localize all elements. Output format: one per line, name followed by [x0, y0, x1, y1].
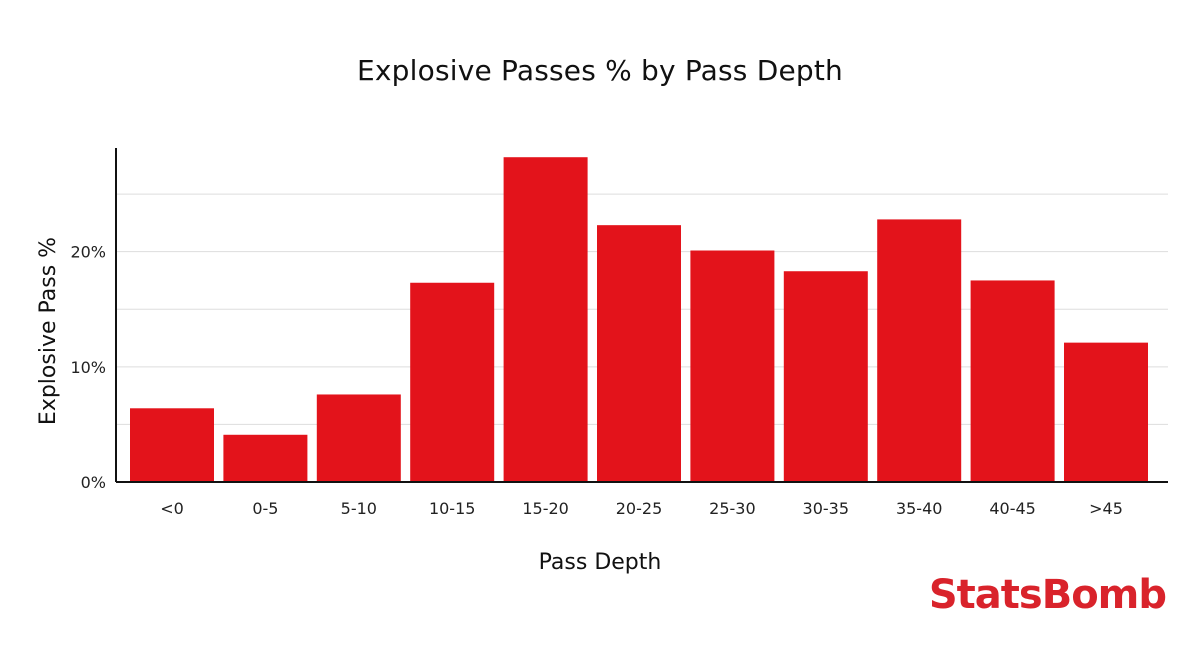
bar-1: [223, 434, 308, 482]
x-tick-label: 35-40: [896, 499, 943, 518]
bar-10: [1064, 342, 1148, 482]
bar-5: [597, 225, 681, 482]
x-tick-label: 15-20: [522, 499, 569, 518]
x-tick-label: 25-30: [709, 499, 756, 518]
x-tick-label: 20-25: [616, 499, 663, 518]
x-axis-label: Pass Depth: [539, 550, 662, 575]
x-tick-labels: <0 0-5 5-10 10-15 15-20 20-25 25-30 30-35 35-40 4…: [160, 499, 1123, 518]
x-tick-label: 5-10: [341, 499, 377, 518]
x-tick-label: 40-45: [989, 499, 1036, 518]
x-tick-label: 0-5: [252, 499, 278, 518]
y-tick-label: 0%: [81, 473, 106, 492]
bar-4: [503, 157, 588, 482]
bar-7: [783, 271, 868, 482]
bar-6: [690, 250, 775, 482]
bars: [130, 157, 1148, 482]
x-tick-label: 10-15: [429, 499, 476, 518]
bar-0: [130, 408, 214, 482]
x-tick-label: >45: [1089, 499, 1123, 518]
x-tick-label: 30-35: [803, 499, 850, 518]
bar-9: [970, 280, 1055, 482]
axes: [115, 148, 1168, 483]
statsbomb-logo: StatsBomb: [928, 572, 1167, 618]
bar-8: [877, 219, 962, 482]
bar-3: [410, 282, 495, 482]
x-tick-label: <0: [160, 499, 184, 518]
y-tick-label: 20%: [70, 243, 106, 262]
y-tick-label: 10%: [70, 358, 106, 377]
y-tick-labels: 0% 10% 20%: [70, 243, 106, 492]
y-axis-label: Explosive Pass %: [36, 237, 61, 425]
bar-2: [316, 394, 401, 482]
chart-title: Explosive Passes % by Pass Depth: [357, 54, 843, 87]
